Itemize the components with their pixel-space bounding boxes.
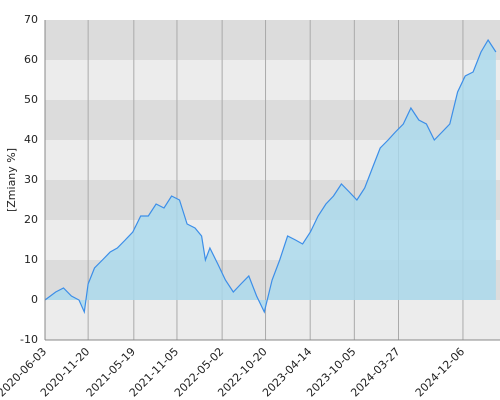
- area: [45, 40, 496, 312]
- y-tick-label: 50: [24, 93, 38, 106]
- y-tick-label: 40: [24, 133, 38, 146]
- y-tick-label: 0: [31, 293, 38, 306]
- x-tick-label: 2024-12-06: [413, 345, 467, 399]
- y-tick-label: -10: [20, 333, 38, 346]
- line: [44, 38, 497, 315]
- grid-band: [45, 20, 500, 60]
- y-tick-label: 60: [24, 53, 38, 66]
- y-tick-label: 30: [24, 173, 38, 186]
- grid-band: [45, 300, 500, 340]
- grid-band: [45, 60, 500, 100]
- y-tick-label: 70: [24, 13, 38, 26]
- y-tick-label: 10: [24, 253, 38, 266]
- y-tick-label: 20: [24, 213, 38, 226]
- y-axis-label: [Zmiany %]: [5, 148, 18, 212]
